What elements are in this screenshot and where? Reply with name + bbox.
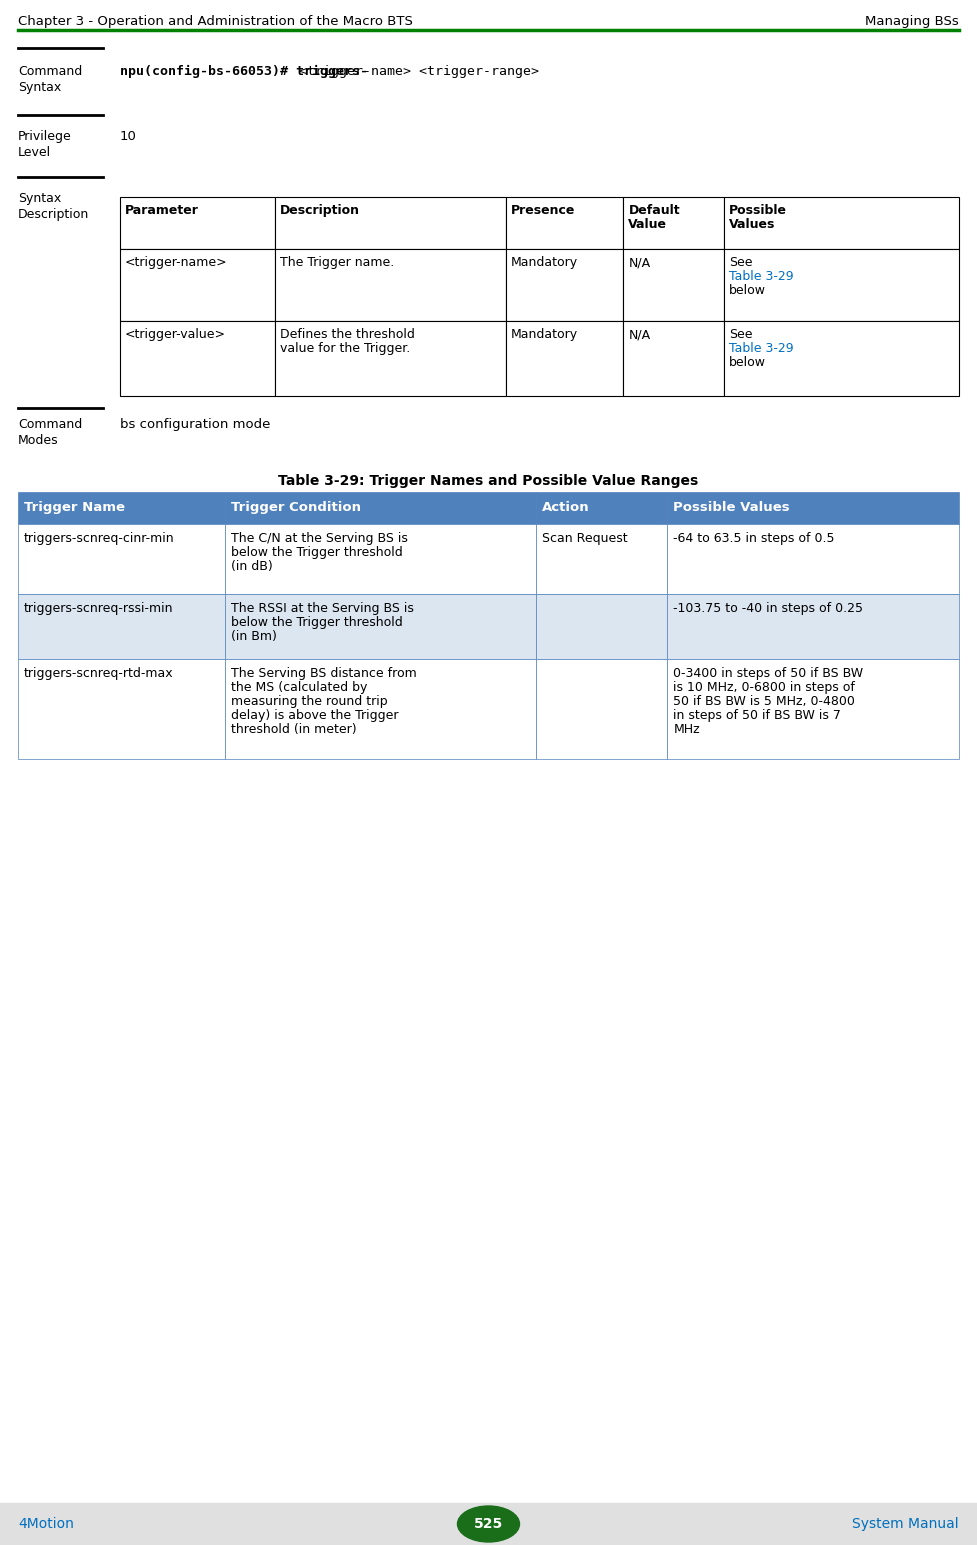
Text: (in dB): (in dB) <box>231 559 273 573</box>
Text: Mandatory: Mandatory <box>511 256 578 269</box>
Bar <box>667 660 959 759</box>
Text: Chapter 3 - Operation and Administration of the Macro BTS: Chapter 3 - Operation and Administration… <box>18 15 413 28</box>
Text: N/A: N/A <box>628 328 651 341</box>
Text: Possible Values: Possible Values <box>673 501 790 514</box>
Text: Trigger Name: Trigger Name <box>24 501 125 514</box>
Bar <box>667 593 959 660</box>
Text: The C/N at the Serving BS is: The C/N at the Serving BS is <box>231 531 407 545</box>
Text: threshold (in meter): threshold (in meter) <box>231 723 357 735</box>
Text: -64 to 63.5 in steps of 0.5: -64 to 63.5 in steps of 0.5 <box>673 531 834 545</box>
Text: 0-3400 in steps of 50 if BS BW: 0-3400 in steps of 50 if BS BW <box>673 667 864 680</box>
Text: Presence: Presence <box>511 204 575 216</box>
Text: Command: Command <box>18 419 82 431</box>
Text: Action: Action <box>541 501 589 514</box>
Text: value for the Trigger.: value for the Trigger. <box>280 341 410 355</box>
Text: N/A: N/A <box>628 256 651 269</box>
Text: Level: Level <box>18 145 51 159</box>
Bar <box>535 660 667 759</box>
Text: Privilege: Privilege <box>18 130 71 144</box>
Text: <trigger-value>: <trigger-value> <box>125 328 226 341</box>
Text: Values: Values <box>729 218 776 232</box>
Text: MHz: MHz <box>673 723 700 735</box>
Bar <box>535 524 667 593</box>
Bar <box>506 198 623 249</box>
Bar <box>623 321 724 396</box>
Bar <box>18 491 225 524</box>
Bar <box>667 524 959 593</box>
Text: The Serving BS distance from: The Serving BS distance from <box>231 667 417 680</box>
Text: 10: 10 <box>120 130 137 144</box>
Text: triggers-scnreq-cinr-min: triggers-scnreq-cinr-min <box>24 531 175 545</box>
Bar <box>506 321 623 396</box>
Bar <box>623 249 724 321</box>
Text: measuring the round trip: measuring the round trip <box>231 695 388 708</box>
Text: below the Trigger threshold: below the Trigger threshold <box>231 545 403 559</box>
Text: below: below <box>729 355 766 369</box>
Text: System Manual: System Manual <box>852 1517 959 1531</box>
Text: Default: Default <box>628 204 680 216</box>
Text: below: below <box>729 284 766 297</box>
Bar <box>225 593 535 660</box>
Text: Scan Request: Scan Request <box>541 531 627 545</box>
Text: <trigger-name>: <trigger-name> <box>125 256 228 269</box>
Bar <box>724 198 959 249</box>
Text: below the Trigger threshold: below the Trigger threshold <box>231 616 403 629</box>
Bar <box>0 1503 977 1545</box>
Bar <box>535 491 667 524</box>
Text: Description: Description <box>280 204 361 216</box>
Bar <box>18 660 225 759</box>
Bar <box>724 321 959 396</box>
Bar <box>623 198 724 249</box>
Text: 4Motion: 4Motion <box>18 1517 74 1531</box>
Text: delay) is above the Trigger: delay) is above the Trigger <box>231 709 399 722</box>
Text: is 10 MHz, 0-6800 in steps of: is 10 MHz, 0-6800 in steps of <box>673 681 855 694</box>
Text: Trigger Condition: Trigger Condition <box>231 501 361 514</box>
Text: The RSSI at the Serving BS is: The RSSI at the Serving BS is <box>231 603 414 615</box>
Text: Value: Value <box>628 218 667 232</box>
Text: The Trigger name.: The Trigger name. <box>280 256 395 269</box>
Bar <box>276 249 506 321</box>
Text: the MS (calculated by: the MS (calculated by <box>231 681 367 694</box>
Text: Possible: Possible <box>729 204 787 216</box>
Bar <box>535 593 667 660</box>
Bar <box>276 198 506 249</box>
Bar <box>225 660 535 759</box>
Bar <box>506 249 623 321</box>
Text: Managing BSs: Managing BSs <box>866 15 959 28</box>
Text: Table 3-29: Table 3-29 <box>729 341 793 355</box>
Bar <box>225 524 535 593</box>
Text: Table 3-29: Trigger Names and Possible Value Ranges: Table 3-29: Trigger Names and Possible V… <box>278 474 699 488</box>
Text: See: See <box>729 256 752 269</box>
Text: Defines the threshold: Defines the threshold <box>280 328 415 341</box>
Text: Command: Command <box>18 65 82 77</box>
Bar <box>120 249 276 321</box>
Text: in steps of 50 if BS BW is 7: in steps of 50 if BS BW is 7 <box>673 709 841 722</box>
Bar <box>120 321 276 396</box>
Text: <trigger-name> <trigger-range>: <trigger-name> <trigger-range> <box>299 65 539 77</box>
Text: triggers-scnreq-rtd-max: triggers-scnreq-rtd-max <box>24 667 174 680</box>
Text: Table 3-29: Table 3-29 <box>729 270 793 283</box>
Text: See: See <box>729 328 752 341</box>
Bar <box>18 524 225 593</box>
Text: 525: 525 <box>474 1517 503 1531</box>
Ellipse shape <box>457 1506 520 1542</box>
Text: Modes: Modes <box>18 434 59 447</box>
Text: npu(config-bs-66053)# triggers-: npu(config-bs-66053)# triggers- <box>120 65 368 79</box>
Text: -103.75 to -40 in steps of 0.25: -103.75 to -40 in steps of 0.25 <box>673 603 864 615</box>
Text: Description: Description <box>18 209 89 221</box>
Bar <box>667 491 959 524</box>
Text: (in Bm): (in Bm) <box>231 630 276 643</box>
Text: Syntax: Syntax <box>18 80 62 94</box>
Text: Mandatory: Mandatory <box>511 328 578 341</box>
Text: triggers-scnreq-rssi-min: triggers-scnreq-rssi-min <box>24 603 174 615</box>
Bar <box>724 249 959 321</box>
Bar <box>120 198 276 249</box>
Text: bs configuration mode: bs configuration mode <box>120 419 271 431</box>
Text: Parameter: Parameter <box>125 204 199 216</box>
Bar <box>225 491 535 524</box>
Text: Syntax: Syntax <box>18 192 62 205</box>
Bar <box>18 593 225 660</box>
Text: 50 if BS BW is 5 MHz, 0-4800: 50 if BS BW is 5 MHz, 0-4800 <box>673 695 855 708</box>
Bar <box>276 321 506 396</box>
